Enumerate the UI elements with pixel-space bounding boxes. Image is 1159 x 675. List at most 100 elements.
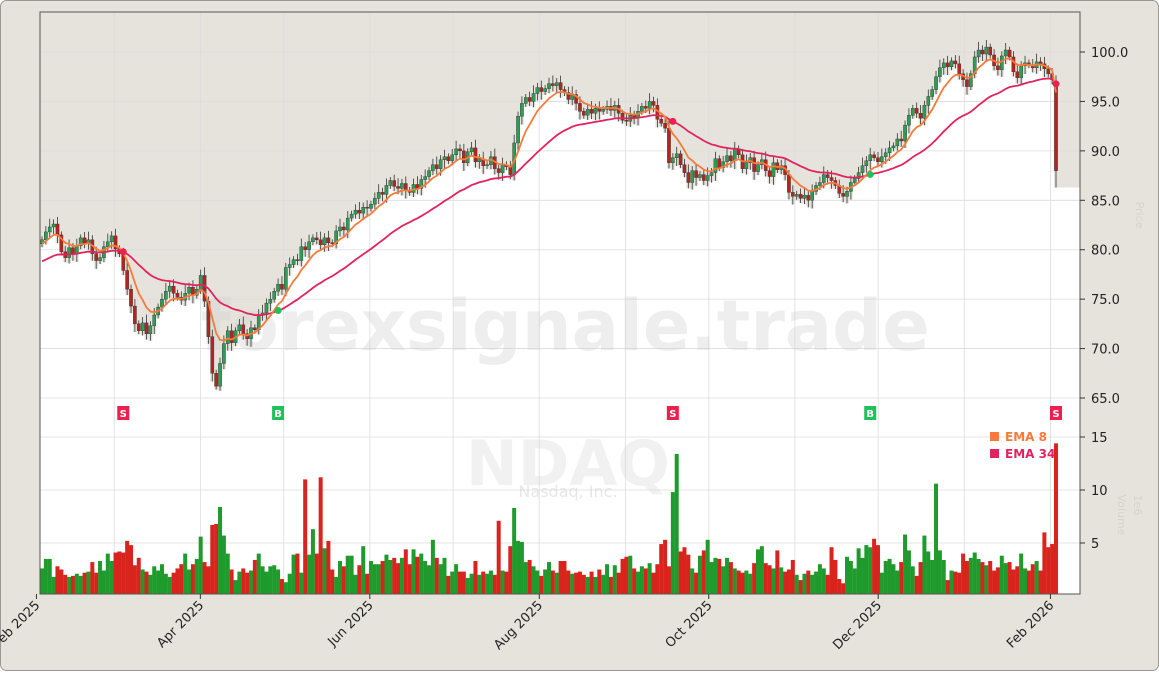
candle-body	[520, 103, 524, 117]
candle-body	[969, 73, 973, 87]
candle-body	[357, 209, 362, 214]
volume-bar	[810, 574, 815, 594]
volume-bar	[171, 572, 176, 594]
volume-bar	[1003, 563, 1008, 594]
candle-body	[945, 62, 950, 68]
volume-bar	[55, 566, 60, 594]
candle-body	[225, 330, 230, 344]
volume-bar	[759, 546, 764, 594]
volume-bar	[101, 570, 106, 594]
candle-body	[218, 363, 222, 387]
volume-bar	[167, 576, 172, 594]
volume-bar	[705, 539, 710, 594]
volume-bar	[802, 573, 807, 594]
candle-body	[798, 194, 803, 199]
candle-body	[113, 235, 118, 249]
volume-bar	[999, 555, 1004, 594]
volume-bar	[694, 572, 699, 594]
candle-body	[307, 241, 311, 250]
volume-bar	[419, 553, 424, 594]
volume-bar	[225, 553, 230, 594]
volume-bar	[148, 574, 153, 594]
volume-bar	[516, 540, 521, 594]
volume-bar	[620, 558, 625, 594]
grid	[40, 12, 1080, 594]
volume-bar	[283, 582, 288, 594]
volume-bar	[957, 572, 962, 594]
candle-body	[458, 148, 462, 152]
candle-body	[825, 174, 830, 178]
volume-bar	[70, 575, 75, 594]
legend: EMA 8 EMA 34	[990, 430, 1055, 461]
volume-bar	[663, 539, 668, 594]
volume-bar	[767, 565, 772, 594]
candle-body	[214, 373, 218, 387]
volume-bar	[90, 562, 95, 594]
volume-bar	[1030, 564, 1035, 594]
volume-bar	[632, 568, 637, 594]
volume-bar	[713, 557, 718, 594]
volume-bar	[303, 479, 308, 594]
candle-body	[1011, 56, 1016, 72]
volume-bar	[817, 564, 822, 594]
volume-bar	[430, 539, 435, 594]
volume-bar	[848, 561, 853, 594]
volume-bar	[121, 552, 126, 594]
volume-bar	[117, 551, 122, 594]
candle-body	[810, 191, 814, 201]
candle-body	[934, 76, 938, 90]
volume-bar	[589, 571, 594, 594]
volume-bar	[1034, 561, 1039, 594]
volume-bar	[748, 573, 753, 594]
volume-bar	[194, 558, 199, 594]
candle-body	[438, 159, 443, 169]
candle-body	[872, 154, 876, 158]
candle-body	[353, 209, 358, 215]
volume-bar	[368, 561, 373, 594]
candle-body	[198, 275, 203, 290]
volume-bar	[562, 561, 567, 594]
volume-bar	[132, 565, 137, 594]
volume-bar	[334, 576, 339, 594]
volume-bar	[949, 570, 954, 594]
volume-tick-label: 10	[1091, 484, 1108, 499]
volume-bar	[47, 558, 52, 594]
volume-bar	[903, 534, 908, 594]
signal-label: S	[1052, 409, 1059, 420]
candle-body	[671, 157, 675, 163]
volume-bar	[895, 570, 900, 594]
candle-body	[1054, 83, 1058, 171]
candle-body	[241, 324, 246, 334]
volume-bar	[326, 540, 331, 594]
candle-body	[314, 237, 319, 241]
candle-body	[171, 286, 176, 294]
volume-bar	[233, 580, 238, 594]
buy-signal-marker	[272, 406, 285, 420]
candle-body	[280, 284, 284, 290]
legend-label-ema34: EMA 34	[1005, 447, 1055, 461]
volume-bar	[837, 579, 842, 594]
sell-signal-dot	[119, 248, 127, 256]
volume-bar	[1026, 570, 1031, 594]
volume-bar	[860, 557, 865, 594]
candle-body	[930, 89, 934, 97]
candle-body	[109, 235, 114, 243]
volume-bar	[105, 553, 110, 594]
volume-bar	[752, 563, 757, 594]
volume-bar	[794, 574, 799, 594]
candle-body	[558, 82, 563, 90]
candle-body	[318, 239, 323, 245]
candle-body	[551, 83, 555, 86]
signal-label: S	[120, 409, 127, 420]
candle-body	[446, 156, 451, 161]
volume-bar	[415, 556, 420, 594]
volume-bar	[790, 559, 795, 594]
volume-bar	[554, 572, 559, 594]
volume-bar	[786, 569, 791, 594]
volume-bar	[566, 570, 571, 594]
volume-bar	[51, 576, 56, 594]
ema34-line	[41, 77, 1057, 316]
volume-bar	[438, 564, 443, 594]
volume-bar	[1046, 547, 1051, 594]
candle-body	[938, 67, 942, 77]
